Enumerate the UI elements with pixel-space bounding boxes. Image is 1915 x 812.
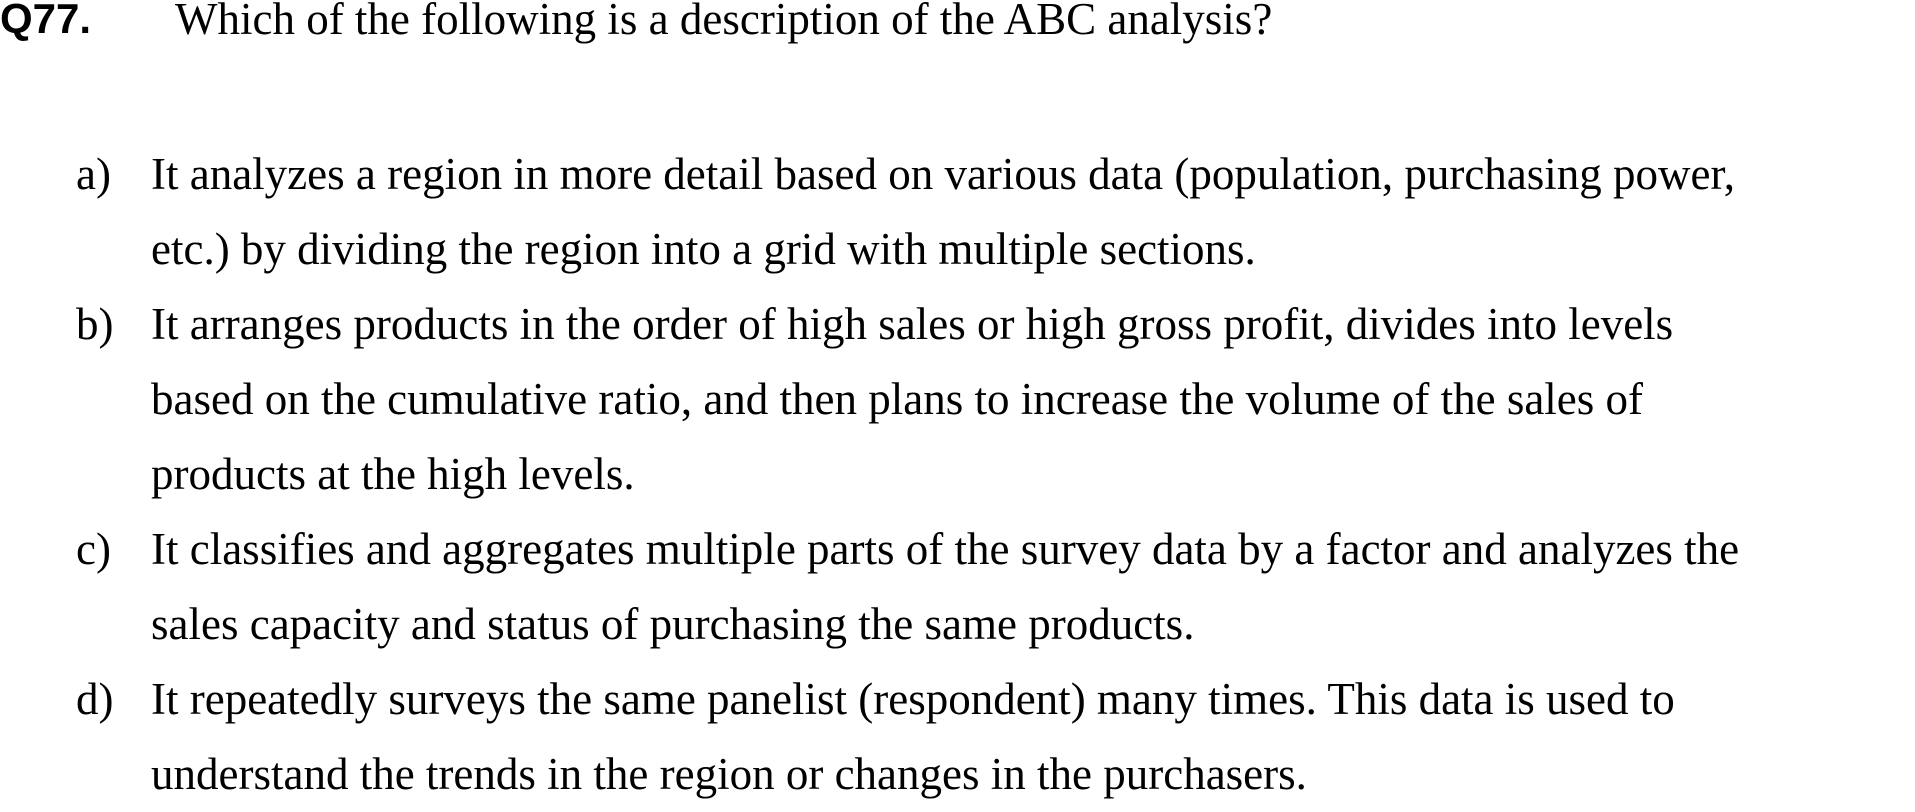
option-text-line: understand the trends in the region or c… (151, 749, 1307, 799)
option-text-line: products at the high levels. (151, 449, 635, 499)
question-text: Which of the following is a description … (175, 0, 1273, 44)
question-header: Q77. Which of the following is a descrip… (0, 0, 1915, 45)
option-text-line: etc.) by dividing the region into a grid… (151, 224, 1256, 274)
option-text-line: based on the cumulative ratio, and then … (151, 374, 1644, 424)
option-letter: a) (76, 149, 111, 199)
option-b: b) It arranges products in the order of … (0, 287, 1915, 512)
option-c: c) It classifies and aggregates multiple… (0, 512, 1915, 662)
option-letter: b) (76, 299, 114, 349)
question-number: Q77. (0, 0, 92, 42)
option-text: It analyzes a region in more detail base… (151, 137, 1915, 287)
option-text-line: It repeatedly surveys the same panelist … (151, 674, 1675, 724)
option-text-line: It classifies and aggregates multiple pa… (151, 524, 1740, 574)
option-letter: c) (76, 524, 111, 574)
option-text: It classifies and aggregates multiple pa… (151, 512, 1915, 662)
option-a: a) It analyzes a region in more detail b… (0, 137, 1915, 287)
option-text-line: It analyzes a region in more detail base… (151, 149, 1735, 199)
option-text: It repeatedly surveys the same panelist … (151, 662, 1915, 812)
option-letter: d) (76, 674, 114, 724)
option-d: d) It repeatedly surveys the same paneli… (0, 662, 1915, 812)
option-text: It arranges products in the order of hig… (151, 287, 1915, 512)
option-text-line: sales capacity and status of purchasing … (151, 599, 1195, 649)
answer-options: a) It analyzes a region in more detail b… (0, 137, 1915, 812)
option-text-line: It arranges products in the order of hig… (151, 299, 1674, 349)
